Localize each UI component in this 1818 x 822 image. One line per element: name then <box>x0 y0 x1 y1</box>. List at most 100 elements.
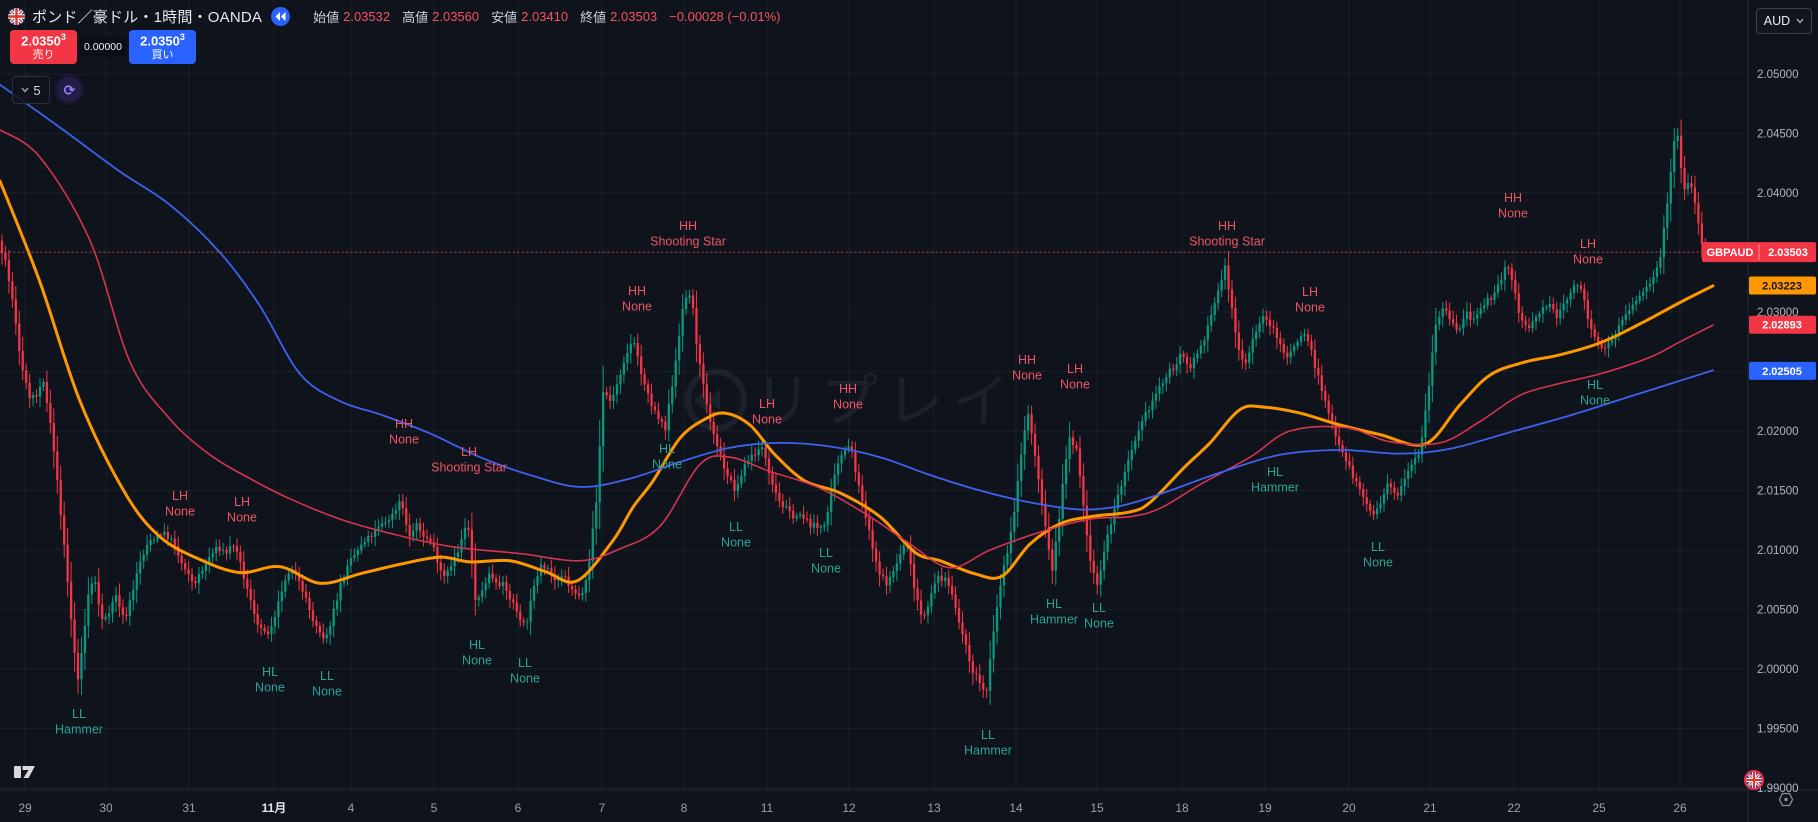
symbol-title[interactable]: ポンド／豪ドル・1時間・OANDA <box>32 9 263 26</box>
swing-label: HL <box>1267 465 1283 479</box>
price-tick-label: 2.00500 <box>1757 605 1799 617</box>
swing-label: None <box>1580 394 1610 408</box>
time-tick-label: 20 <box>1342 801 1356 815</box>
swing-label: None <box>462 654 492 668</box>
time-tick-label: 25 <box>1592 801 1606 815</box>
swing-label: None <box>255 681 285 695</box>
bar-count-selector[interactable]: 5 <box>12 76 50 104</box>
gbp-flag-marker-icon[interactable] <box>1744 770 1764 790</box>
swing-label: LH <box>461 445 477 459</box>
open-value: 2.03532 <box>343 9 391 24</box>
time-tick-label: 21 <box>1423 801 1437 815</box>
scales-settings-icon[interactable] <box>1778 792 1794 812</box>
close-value: 2.03503 <box>610 9 658 24</box>
time-tick-label: 14 <box>1009 801 1023 815</box>
symbol-tag-name: GBPAUD <box>1707 247 1754 259</box>
swing-label: LL <box>981 728 995 742</box>
tradingview-logo-icon[interactable] <box>14 762 36 785</box>
swing-label: None <box>1295 301 1325 315</box>
ma-tag-price: 2.03223 <box>1762 280 1802 292</box>
swing-label: HH <box>628 284 646 298</box>
time-tick-label: 8 <box>681 801 688 815</box>
bar-count-value: 5 <box>33 82 41 98</box>
swing-label: Hammer <box>1030 613 1078 627</box>
low-value: 2.03410 <box>521 9 569 24</box>
swing-label: None <box>389 433 419 447</box>
swing-label: HL <box>659 442 675 456</box>
swing-label: LL <box>1092 601 1106 615</box>
spread-value: 0.00000 <box>80 37 126 57</box>
time-axis[interactable]: 29 30 31 11月 4 5 6 7 8 11 12 13 14 15 18 19 20 21 22 25 26 <box>18 801 1687 815</box>
buy-label: 買い <box>151 49 174 62</box>
price-tick-label: 2.00000 <box>1757 664 1799 676</box>
price-tick-label: 2.05000 <box>1757 69 1799 81</box>
swing-label: LH <box>759 397 775 411</box>
swing-label: Hammer <box>964 744 1012 758</box>
time-tick-label: 30 <box>99 801 113 815</box>
sell-button[interactable]: 2.03503 売り <box>10 30 77 64</box>
swing-label: HH <box>1218 219 1236 233</box>
swing-label: None <box>1060 378 1090 392</box>
price-tick-label: 2.04500 <box>1757 129 1799 141</box>
swing-label: LL <box>819 546 833 560</box>
swing-label: None <box>752 413 782 427</box>
price-tick-label: 2.02000 <box>1757 426 1799 438</box>
open-label: 始値 <box>313 10 340 25</box>
currency-value: AUD <box>1763 14 1791 28</box>
swing-label: LL <box>72 707 86 721</box>
swing-label: HL <box>469 638 485 652</box>
ma-fast-line <box>0 179 1715 585</box>
price-tick-label: 2.01000 <box>1757 545 1799 557</box>
swing-label: LH <box>1067 362 1083 376</box>
swing-label: HL <box>1046 597 1062 611</box>
currency-selector[interactable]: AUD <box>1756 8 1812 34</box>
ma-price-tag <box>1749 276 1816 295</box>
high-value: 2.03560 <box>432 9 480 24</box>
ma-price-tag <box>1749 361 1816 380</box>
ma-slow-line <box>0 83 1714 511</box>
time-tick-label: 19 <box>1258 801 1272 815</box>
swing-label: None <box>1012 369 1042 383</box>
swing-label: None <box>312 685 342 699</box>
time-tick-label: 15 <box>1090 801 1104 815</box>
swing-label: None <box>165 505 195 519</box>
symbol-flag-icon <box>8 8 25 25</box>
grid <box>0 0 1748 790</box>
swing-label: HH <box>1504 191 1522 205</box>
change-value: −0.00028 (−0.01%) <box>669 9 781 24</box>
time-tick-label: 31 <box>182 801 196 815</box>
ma-mid-line <box>0 129 1714 569</box>
time-tick-label: 26 <box>1673 801 1687 815</box>
swing-label: HH <box>839 382 857 396</box>
rewind-icon[interactable] <box>271 7 291 26</box>
swing-label: None <box>1084 617 1114 631</box>
swing-label: HH <box>395 417 413 431</box>
chevron-down-icon <box>1796 18 1804 24</box>
swing-label: None <box>622 300 652 314</box>
swing-label: Shooting Star <box>650 235 726 249</box>
close-label: 終値 <box>580 10 607 25</box>
swing-label: None <box>1363 556 1393 570</box>
ma-tag-price: 2.02893 <box>1762 320 1802 332</box>
price-tick-label: 1.99500 <box>1757 724 1799 736</box>
swing-label: LH <box>1580 237 1596 251</box>
swing-label: Shooting Star <box>1189 235 1265 249</box>
time-tick-label: 22 <box>1507 801 1521 815</box>
buy-button[interactable]: 2.03503 買い <box>129 30 196 64</box>
swing-label: LL <box>320 669 334 683</box>
swing-label: LL <box>729 520 743 534</box>
swing-label: None <box>652 458 682 472</box>
swing-label: None <box>833 398 863 412</box>
time-tick-label: 7 <box>599 801 606 815</box>
buy-price: 2.0350 <box>140 33 180 49</box>
axis-price-tags: GBPAUD 2.03503 2.03223 2.02893 2.02505 <box>1702 242 1816 380</box>
time-tick-label: 5 <box>431 801 438 815</box>
price-tick-label: 2.01500 <box>1757 486 1799 498</box>
low-label: 安値 <box>491 10 518 25</box>
swing-label: Shooting Star <box>431 461 507 475</box>
swing-label: LH <box>172 489 188 503</box>
sync-icon[interactable]: ⟳ <box>59 79 80 100</box>
